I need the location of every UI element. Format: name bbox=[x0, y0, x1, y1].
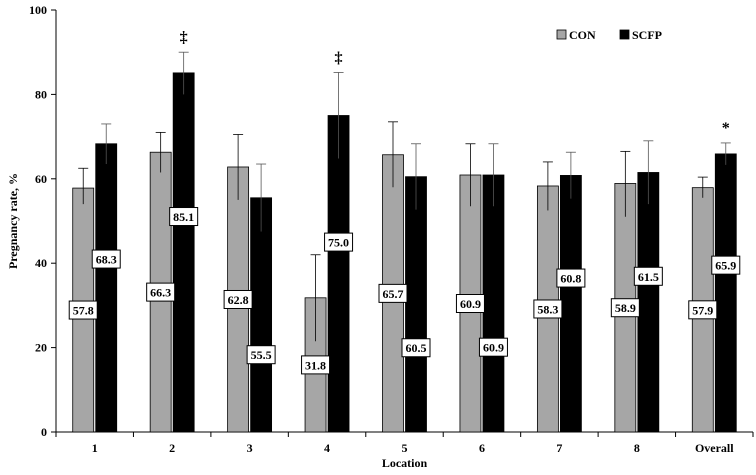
x-axis-title: Location bbox=[382, 456, 428, 470]
x-tick-label: 2 bbox=[169, 441, 175, 455]
x-tick-label: 7 bbox=[556, 441, 562, 455]
data-label: 60.8 bbox=[560, 272, 581, 286]
y-tick-label: 100 bbox=[29, 3, 47, 17]
legend: CON SCFP bbox=[556, 28, 662, 42]
data-label: 60.5 bbox=[406, 341, 427, 355]
data-label: 31.8 bbox=[305, 358, 326, 372]
data-label: 65.9 bbox=[715, 259, 736, 273]
data-label: 58.3 bbox=[537, 302, 558, 316]
bar-scfp bbox=[95, 143, 118, 433]
significance-group: ‡ ‡ * bbox=[180, 29, 730, 137]
data-labels-group: 57.8 66.3 62.8 31.8 65.7 60.9 58.3 58.9 57.9 68.3… bbox=[68, 207, 741, 375]
data-label-box bbox=[455, 294, 485, 314]
data-label-box bbox=[533, 299, 563, 319]
legend-label-con: CON bbox=[569, 28, 596, 42]
data-label-box bbox=[711, 255, 741, 275]
axes-group: 0 20 40 60 80 100 1 2 3 4 5 6 7 8 Overall bbox=[29, 3, 754, 455]
data-label: 57.9 bbox=[692, 303, 713, 317]
y-tick-label: 0 bbox=[41, 425, 47, 439]
data-label-box bbox=[610, 298, 640, 318]
legend-label-scfp: SCFP bbox=[632, 28, 662, 42]
data-label: 75.0 bbox=[328, 236, 349, 250]
y-tick-label: 40 bbox=[35, 256, 47, 270]
data-label: 58.9 bbox=[615, 301, 636, 315]
data-label-box bbox=[688, 300, 718, 320]
bar-scfp bbox=[714, 153, 737, 433]
x-tick-label: 3 bbox=[247, 441, 253, 455]
bar-scfp bbox=[482, 174, 505, 433]
data-label-box bbox=[169, 207, 199, 227]
data-label: 66.3 bbox=[150, 286, 171, 300]
y-tick-label: 20 bbox=[35, 341, 47, 355]
data-label-box bbox=[401, 338, 431, 358]
data-label: 55.5 bbox=[251, 348, 272, 362]
data-label: 57.8 bbox=[73, 304, 94, 318]
data-label-box bbox=[378, 283, 408, 303]
x-tick-label: 4 bbox=[324, 441, 330, 455]
bar-scfp bbox=[637, 172, 660, 433]
data-label: 60.9 bbox=[460, 297, 481, 311]
bar-scfp bbox=[405, 176, 427, 433]
bar-scfp bbox=[327, 115, 350, 433]
bar-scfp bbox=[559, 175, 582, 433]
bars-group bbox=[72, 72, 737, 433]
significance-mark: ‡ bbox=[180, 29, 188, 46]
y-tick-label: 80 bbox=[35, 87, 47, 101]
legend-swatch-scfp bbox=[619, 29, 630, 40]
error-bars-group bbox=[78, 51, 731, 342]
y-axis-title: Pregnancy rate, % bbox=[6, 173, 20, 269]
data-label-box bbox=[301, 355, 331, 375]
data-label-box bbox=[91, 249, 121, 269]
legend-swatch-con bbox=[556, 29, 567, 40]
data-label: 68.3 bbox=[96, 253, 117, 267]
x-tick-label: 5 bbox=[402, 441, 408, 455]
y-tick-label: 60 bbox=[35, 172, 47, 186]
significance-mark: ‡ bbox=[335, 49, 343, 66]
data-label-box bbox=[556, 268, 586, 288]
data-label-box bbox=[478, 337, 508, 357]
data-label: 62.8 bbox=[228, 293, 249, 307]
data-label: 65.7 bbox=[383, 287, 404, 301]
data-label-box bbox=[324, 232, 354, 252]
data-label-box bbox=[246, 345, 276, 365]
data-label: 60.9 bbox=[483, 341, 504, 355]
data-label-box bbox=[68, 300, 98, 320]
x-tick-label: 1 bbox=[92, 441, 98, 455]
x-tick-label: Overall bbox=[695, 441, 734, 455]
bar-scfp bbox=[172, 72, 195, 433]
data-label-box bbox=[223, 289, 253, 309]
significance-mark: * bbox=[722, 120, 730, 137]
x-tick-label: 8 bbox=[634, 441, 640, 455]
x-tick-label: 6 bbox=[479, 441, 485, 455]
data-label: 85.1 bbox=[173, 210, 194, 224]
data-label-box bbox=[146, 282, 176, 302]
bar-scfp bbox=[250, 197, 273, 433]
data-label: 61.5 bbox=[638, 270, 659, 284]
data-label-box bbox=[633, 266, 663, 286]
